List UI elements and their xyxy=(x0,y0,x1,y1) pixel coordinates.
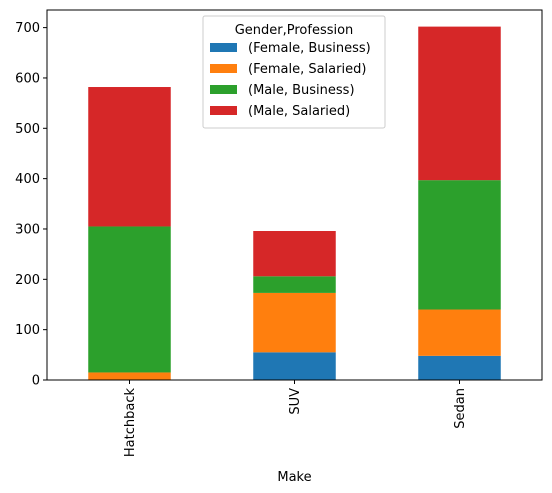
y-axis: 0 100 200 300 400 500 600 700 xyxy=(15,21,47,389)
bar-sedan-series-2 xyxy=(418,180,501,310)
bar-suv-series-1 xyxy=(253,292,336,353)
legend-box xyxy=(202,15,386,129)
y-tick-label: 200 xyxy=(15,273,40,288)
bar-hatchback-series-3 xyxy=(88,87,171,227)
x-tick-label: SUV xyxy=(288,388,303,415)
y-tick-label: 400 xyxy=(15,172,40,187)
y-tick-label: 300 xyxy=(15,222,40,237)
y-tick-label: 500 xyxy=(15,122,40,137)
x-axis: Hatchback SUV Sedan xyxy=(123,380,468,457)
y-tick-label: 600 xyxy=(15,71,40,86)
legend-swatch xyxy=(210,106,237,115)
bars-group xyxy=(88,26,501,380)
bar-suv-series-2 xyxy=(253,276,336,293)
legend-swatch xyxy=(210,85,237,94)
legend-swatch xyxy=(210,64,237,73)
x-axis-label: Make xyxy=(277,470,311,485)
legend-label: (Male, Business) xyxy=(248,83,355,98)
legend-items: (Female, Business) (Female, Salaried) (Mal… xyxy=(210,41,371,119)
bar-sedan-series-0 xyxy=(418,355,501,380)
x-tick-label: Sedan xyxy=(453,388,468,429)
bar-hatchback-series-2 xyxy=(88,226,171,373)
legend-label: (Male, Salaried) xyxy=(248,104,350,119)
legend-swatch xyxy=(210,43,237,52)
bar-sedan-series-3 xyxy=(418,26,501,181)
legend-title: Gender,Profession xyxy=(235,23,354,38)
bar-hatchback-series-1 xyxy=(88,372,171,380)
y-tick-label: 0 xyxy=(32,374,40,389)
bar-sedan-series-1 xyxy=(418,309,501,356)
legend: Gender,Profession (Female, Business)(Fem… xyxy=(202,15,386,129)
legend-label: (Female, Business) xyxy=(248,41,371,56)
bar-suv-series-0 xyxy=(253,352,336,380)
bar-suv-series-3 xyxy=(253,230,336,277)
legend-label: (Female, Salaried) xyxy=(248,62,366,77)
x-tick-label: Hatchback xyxy=(123,388,138,458)
y-tick-label: 100 xyxy=(15,323,40,338)
y-tick-label: 700 xyxy=(15,21,40,36)
